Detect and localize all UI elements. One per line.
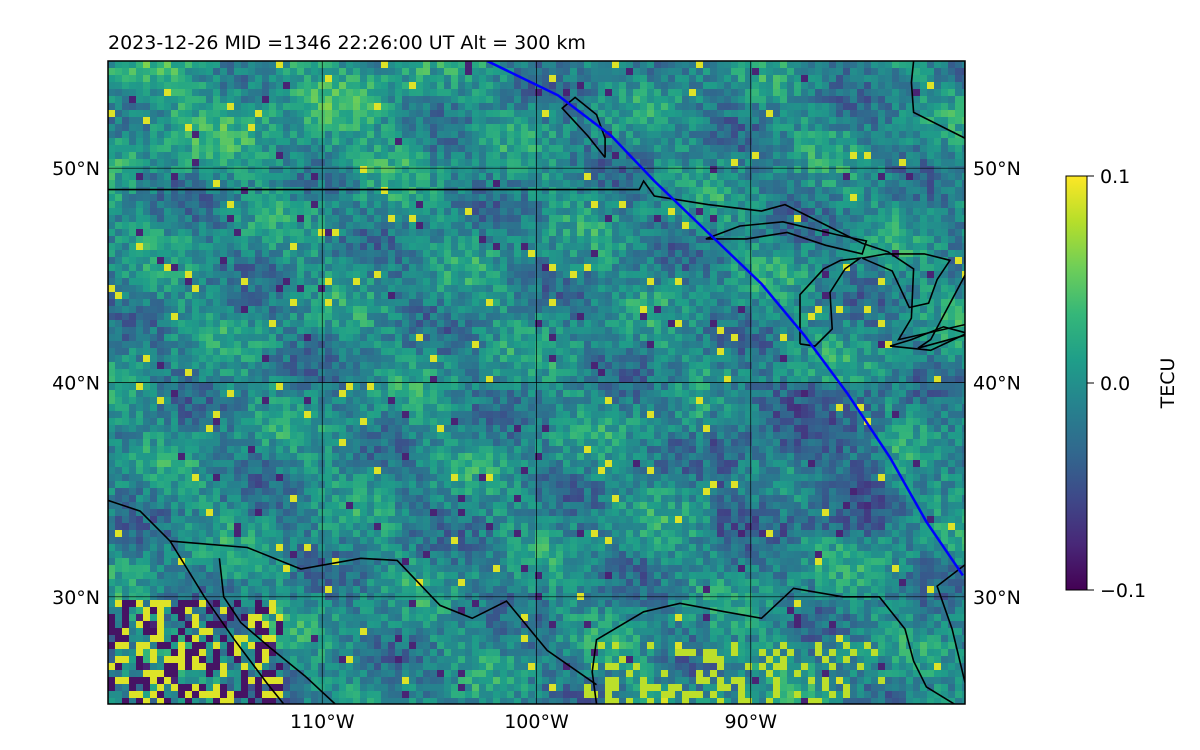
colorbar-ticks: 0.1 0.0 −0.1 — [1087, 166, 1146, 602]
coastline — [218, 558, 336, 704]
lon-labels: 110°W 100°W 90°W — [290, 711, 777, 733]
lat-labels-left: 50°N 40°N 30°N — [52, 158, 100, 609]
map-frame — [107, 60, 966, 705]
colorbar-label: TECU — [1157, 358, 1179, 410]
lon-label: 100°W — [504, 711, 569, 733]
lon-label: 110°W — [290, 711, 355, 733]
lat-label: 30°N — [52, 587, 100, 609]
colorbar-tick-label: −0.1 — [1100, 580, 1146, 602]
lake-outline — [561, 96, 606, 158]
lake-outline — [705, 220, 868, 255]
map-title: 2023-12-26 MID =1346 22:26:00 UT Alt = 3… — [108, 32, 586, 54]
gridlines — [108, 61, 965, 704]
colorbar: 0.1 0.0 −0.1 TECU — [1065, 166, 1179, 602]
map-boundaries — [108, 61, 965, 704]
colorbar-tick-label: 0.0 — [1100, 373, 1130, 395]
lake-outline — [861, 253, 952, 309]
lat-label: 30°N — [973, 587, 1021, 609]
colorbar-tick-label: 0.1 — [1100, 166, 1130, 188]
coastline — [170, 540, 597, 686]
lon-label: 90°W — [725, 711, 778, 733]
lat-label: 40°N — [52, 373, 100, 395]
lat-label: 40°N — [973, 373, 1021, 395]
satellite-track — [486, 61, 964, 577]
colorbar-scale — [1065, 175, 1088, 591]
border — [108, 179, 965, 341]
lake-outline — [889, 325, 965, 352]
lat-labels-right: 50°N 40°N 30°N — [973, 158, 1021, 609]
lake-outline — [799, 257, 863, 347]
coastline — [108, 499, 285, 704]
lake-outline — [910, 61, 965, 140]
border — [917, 274, 965, 349]
coastline — [591, 587, 955, 704]
lat-label: 50°N — [973, 158, 1021, 180]
coastline — [936, 564, 965, 683]
map-area — [108, 61, 965, 704]
lat-label: 50°N — [52, 158, 100, 180]
